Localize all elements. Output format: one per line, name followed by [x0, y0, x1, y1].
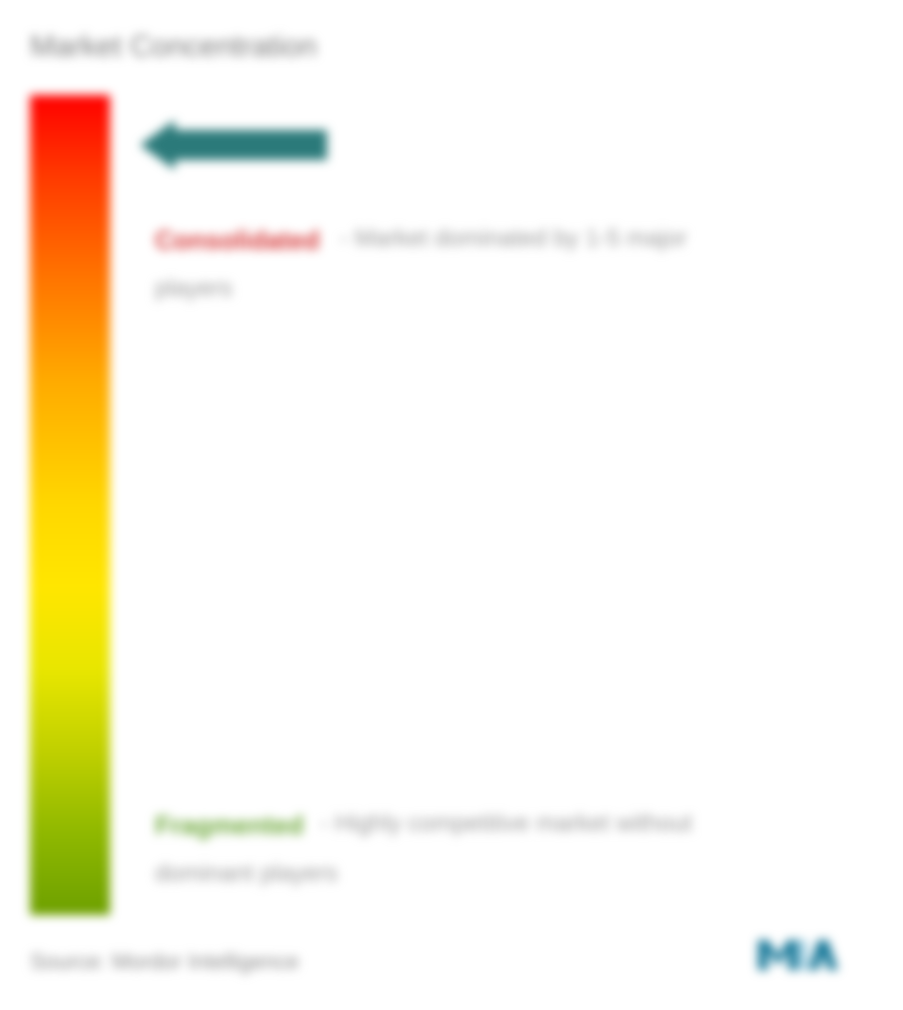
source-attribution: Source: Mordor Intelligence	[30, 949, 299, 975]
page-title: Market Concentration	[30, 30, 317, 64]
fragmented-label: Fragmented	[155, 810, 304, 841]
: - Highly competitive market without	[320, 810, 840, 838]
indicator-arrow	[140, 120, 340, 170]
consolidated-description-line2: players	[155, 275, 232, 303]
arrow-body	[172, 130, 327, 160]
consolidated-label: Consolidated	[155, 225, 320, 256]
fragmented-description-line2: dominant players	[155, 860, 338, 888]
arrow-head-icon	[140, 120, 175, 170]
concentration-gradient-bar	[30, 95, 110, 915]
mordor-logo-icon	[753, 930, 853, 980]
consolidated-description-line1: - Market dominated by 1-5 major	[340, 225, 840, 253]
